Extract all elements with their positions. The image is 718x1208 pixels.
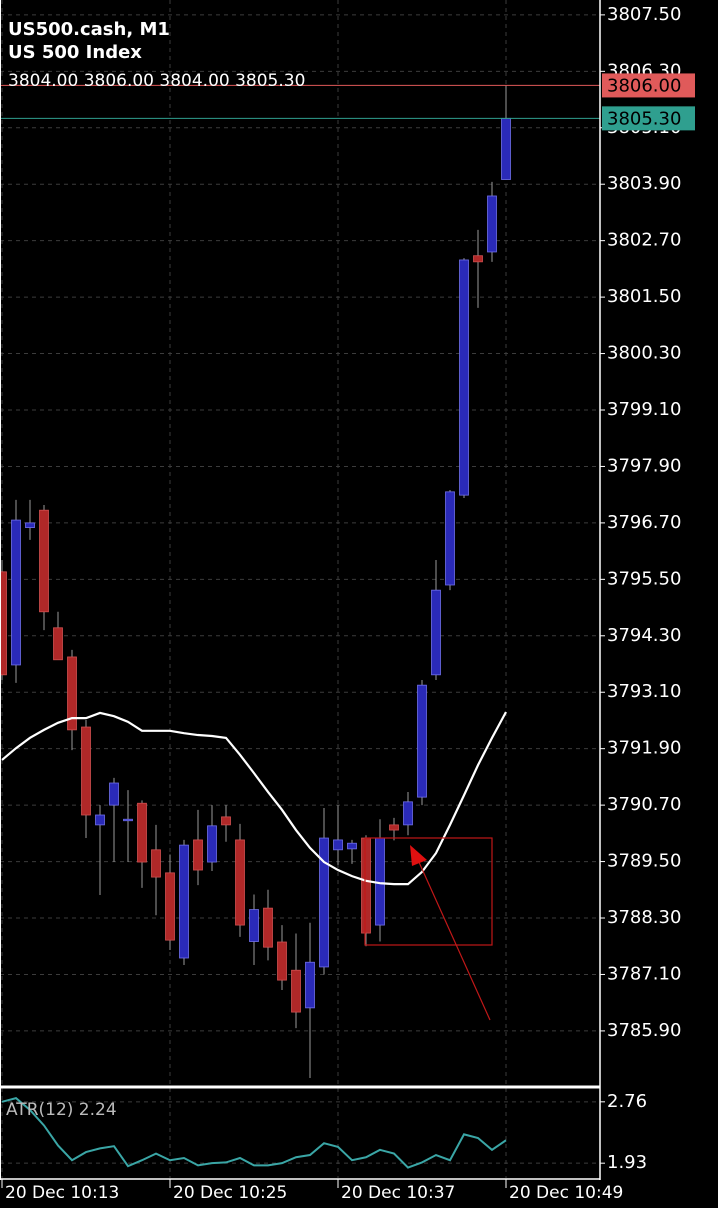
candle-body [137, 802, 147, 863]
candle-body [445, 491, 455, 586]
candle-body [221, 816, 231, 826]
candle-body [165, 872, 175, 941]
candle-body [235, 839, 245, 926]
y-tick-label: 3789.50 [607, 851, 681, 872]
candle-body [305, 961, 315, 1009]
price-label: 3805.30 [607, 108, 681, 129]
price-label: 3806.00 [607, 75, 681, 96]
candle-body [123, 818, 133, 822]
y-tick-label: 3799.10 [607, 399, 681, 420]
candle-body [291, 969, 301, 1013]
indicator-label: ATR(12) 2.24 [6, 1100, 117, 1120]
candle-body [501, 117, 511, 180]
candle-body [193, 839, 203, 871]
candle-body [207, 825, 217, 863]
y-tick-label: 3794.30 [607, 625, 681, 646]
y-tick-label: 3796.70 [607, 512, 681, 533]
y-tick-label: 3785.90 [607, 1020, 681, 1041]
grid [0, 0, 600, 1178]
candle-body [347, 842, 357, 850]
y-tick-label: 3802.70 [607, 230, 681, 251]
candle-body [81, 726, 91, 816]
y-tick-label: 3790.70 [607, 794, 681, 815]
candle-body [67, 656, 77, 731]
candle-body [11, 519, 21, 666]
x-tick-label: 20 Dec 10:37 [341, 1183, 455, 1203]
y-tick-label: 3795.50 [607, 568, 681, 589]
ohlc-text: 3804.00 3806.00 3804.00 3805.30 [8, 71, 305, 91]
candle-body [249, 909, 259, 942]
candle-body [375, 837, 385, 926]
y-tick-label: 3800.30 [607, 343, 681, 364]
y-tick-label: 2.76 [607, 1091, 647, 1112]
candle-body [403, 801, 413, 826]
candle-body [39, 509, 49, 613]
atr-line [1, 1097, 507, 1169]
candle-body [361, 837, 371, 934]
candle-body [417, 684, 427, 798]
candle-body [277, 941, 287, 981]
chart-subtitle: US 500 Index [8, 42, 142, 63]
annotation-box [364, 837, 493, 946]
y-tick-label: 3797.90 [607, 455, 681, 476]
x-tick-label: 20 Dec 10:13 [5, 1183, 119, 1203]
candle-body [95, 814, 105, 826]
candle-body [109, 782, 119, 806]
annotation-arrow [417, 859, 491, 1021]
candle-body [473, 255, 483, 263]
candle-body [319, 837, 329, 968]
y-tick-label: 3791.90 [607, 738, 681, 759]
y-tick-label: 3793.10 [607, 681, 681, 702]
y-tick-label: 1.93 [607, 1152, 647, 1173]
atr-panel [1, 1097, 507, 1169]
y-tick-label: 3803.90 [607, 173, 681, 194]
candle-body [53, 627, 63, 661]
x-tick-label: 20 Dec 10:25 [173, 1183, 287, 1203]
candle-body [0, 571, 7, 676]
candle-body [487, 195, 497, 253]
chart-title: US500.cash, M1 [8, 19, 170, 40]
candle-body [263, 907, 273, 948]
y-tick-label: 3801.50 [607, 286, 681, 307]
candle-body [431, 589, 441, 676]
candle-body [389, 824, 399, 831]
x-tick-label: 20 Dec 10:49 [509, 1183, 623, 1203]
labels: US500.cash, M1 US 500 Index 3804.00 3806… [1, 4, 695, 1203]
plot-area [0, 84, 600, 1078]
y-tick-label: 3788.30 [607, 907, 681, 928]
candle-body [333, 839, 343, 851]
arrow-head [410, 845, 427, 866]
price-box [602, 73, 695, 98]
candle-body [151, 849, 161, 878]
candle-body [25, 522, 35, 528]
candle-body [459, 259, 469, 496]
candle-body [179, 844, 189, 959]
y-tick-label: 3807.50 [607, 4, 681, 25]
moving-average [1, 711, 507, 886]
price-box [602, 106, 695, 131]
y-tick-label: 3787.10 [607, 963, 681, 984]
